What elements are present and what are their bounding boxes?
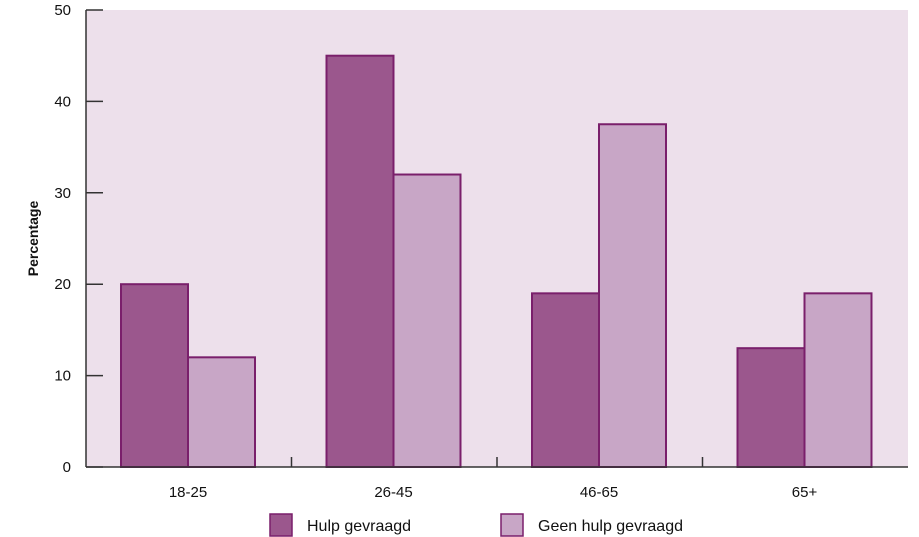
y-tick-label: 50 <box>54 2 71 19</box>
x-tick-label: 46-65 <box>580 484 618 501</box>
legend: Hulp gevraagd Geen hulp gevraagd <box>269 513 683 537</box>
y-tick-label: 20 <box>54 276 71 293</box>
bar-18-25-hulp-gevraagd <box>120 283 189 469</box>
bar-65+-geen-hulp-gevraagd <box>803 292 873 468</box>
bar-18-25-geen-hulp-gevraagd <box>187 356 256 469</box>
bars-group <box>120 54 873 469</box>
y-tick-label: 10 <box>54 368 71 385</box>
x-tick-label: 26-45 <box>374 484 412 501</box>
legend-swatch <box>500 513 524 537</box>
x-tick-label: 18-25 <box>169 484 207 501</box>
bar-46-65-hulp-gevraagd <box>531 292 600 468</box>
y-tick-label: 0 <box>63 459 71 476</box>
x-tick-label: 65+ <box>792 484 818 501</box>
bar-26-45-geen-hulp-gevraagd <box>392 173 462 469</box>
axes-group: 0 10 20 30 40 50 18-25 26-45 46-65 65+ <box>54 2 908 501</box>
legend-swatch <box>269 513 293 537</box>
bar-65+-hulp-gevraagd <box>736 347 806 468</box>
bar-46-65-geen-hulp-gevraagd <box>598 123 667 468</box>
y-tick-label: 40 <box>54 93 71 110</box>
y-tick-label: 30 <box>54 185 71 202</box>
legend-label: Geen hulp gevraagd <box>538 518 683 535</box>
y-axis-label: Percentage <box>25 201 41 277</box>
bar-26-45-hulp-gevraagd <box>325 54 395 468</box>
legend-label: Hulp gevraagd <box>307 518 411 535</box>
